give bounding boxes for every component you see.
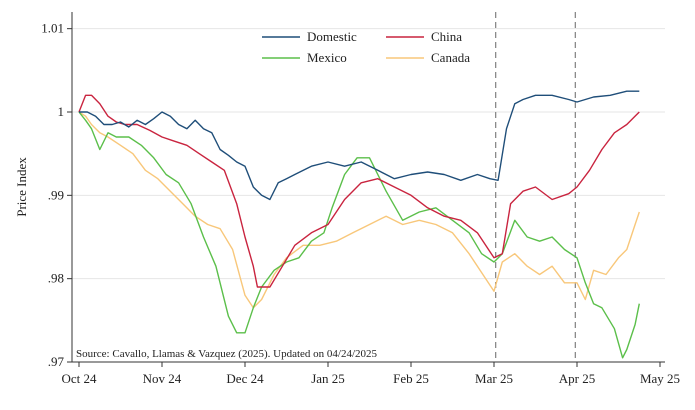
y-tick-label-0: 1.01: [41, 21, 64, 36]
legend-label-domestic: Domestic: [307, 29, 357, 44]
x-tick-label-2: Dec 24: [226, 371, 264, 386]
legend-label-mexico: Mexico: [307, 50, 347, 65]
x-axis-ticks: Oct 24 Nov 24 Dec 24 Jan 25 Feb 25 Mar 25 Apr …: [61, 362, 680, 386]
series-line-mexico: [78, 111, 640, 359]
series-line-domestic: [79, 90, 640, 201]
source-note: Source: Cavallo, Llamas & Vazquez (2025)…: [76, 348, 378, 360]
legend: Domestic China Mexico Canada: [262, 29, 470, 65]
y-tick-label-4: .97: [48, 354, 65, 369]
legend-label-canada: Canada: [431, 50, 470, 65]
y-axis-title: Price Index: [14, 157, 29, 217]
series-line-canada: [78, 111, 640, 309]
x-tick-label-3: Jan 25: [311, 371, 345, 386]
data-series: [78, 90, 640, 359]
series-line-china: [78, 94, 640, 288]
y-axis-ticks: 1.01 1 .99 .98 .97: [41, 21, 72, 369]
y-tick-label-3: .98: [48, 271, 64, 286]
x-tick-label-6: Apr 25: [559, 371, 595, 386]
legend-label-china: China: [431, 29, 462, 44]
y-tick-label-2: .99: [48, 187, 64, 202]
event-lines: [495, 12, 576, 362]
x-tick-label-5: Mar 25: [475, 371, 513, 386]
x-tick-label-7: May 25: [640, 371, 680, 386]
x-tick-label-4: Feb 25: [393, 371, 429, 386]
x-tick-label-1: Nov 24: [143, 371, 182, 386]
y-tick-label-1: 1: [58, 104, 65, 119]
grid-lines: [72, 28, 665, 363]
x-tick-label-0: Oct 24: [61, 371, 97, 386]
